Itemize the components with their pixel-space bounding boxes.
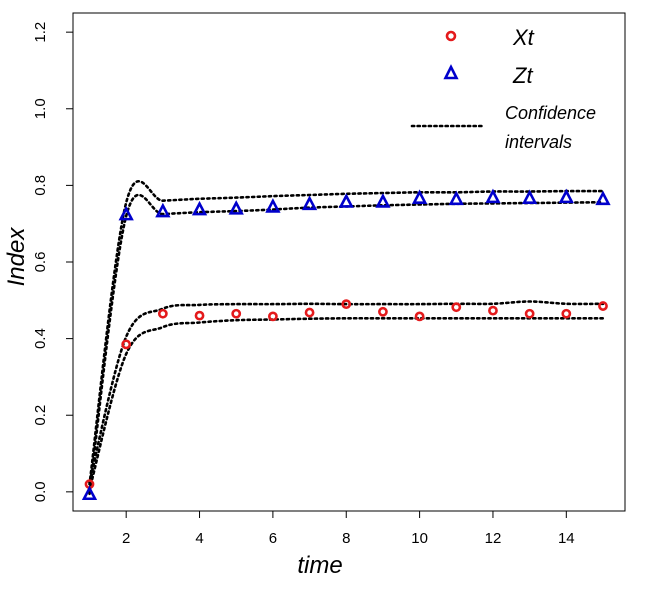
- point-zt: [595, 190, 611, 206]
- point-xt: [524, 308, 535, 319]
- x-tick-label: 2: [122, 530, 130, 547]
- x-tick-label: 6: [269, 530, 277, 547]
- x-tick-label: 12: [485, 530, 502, 547]
- legend-label-ci-line1: Confidence: [505, 103, 596, 123]
- y-tick-label: 0.6: [32, 252, 49, 273]
- legend-label-xt: Xt: [512, 25, 535, 50]
- point-zt: [558, 188, 574, 204]
- point-xt: [451, 302, 462, 313]
- point-xt: [304, 307, 315, 318]
- x-tick-label: 4: [195, 530, 203, 547]
- y-tick-label: 0.4: [32, 328, 49, 349]
- point-xt: [378, 306, 388, 317]
- point-zt: [448, 190, 464, 206]
- legend-label-ci-line2: intervals: [505, 132, 572, 152]
- point-zt: [521, 189, 538, 204]
- point-zt: [265, 198, 281, 213]
- point-xt: [157, 308, 168, 319]
- legend-marker-xt: [445, 30, 457, 42]
- x-tick-label: 14: [558, 530, 575, 547]
- point-zt: [411, 189, 428, 204]
- y-tick-label: 0.8: [32, 175, 49, 196]
- point-xt: [561, 308, 572, 319]
- point-xt: [414, 311, 425, 322]
- point-xt: [267, 311, 278, 322]
- x-tick-label: 10: [411, 530, 428, 547]
- point-xt: [598, 301, 608, 311]
- x-tick-label: 8: [342, 530, 350, 547]
- ci-line-xt-upper: [88, 300, 605, 484]
- point-zt: [228, 200, 244, 215]
- y-axis-title: Index: [3, 227, 30, 287]
- point-xt: [488, 305, 498, 316]
- legend-marker-zt: [443, 64, 459, 80]
- ci-line-xt-lower: [88, 316, 605, 492]
- point-zt: [81, 485, 98, 501]
- plot-frame: [72, 12, 626, 512]
- point-xt: [121, 339, 132, 350]
- y-tick-label: 1.0: [32, 98, 49, 119]
- point-xt: [194, 310, 205, 321]
- point-zt: [301, 195, 318, 211]
- x-axis-title: time: [297, 552, 342, 579]
- point-zt: [118, 205, 134, 221]
- point-zt: [155, 202, 171, 218]
- point-xt: [231, 308, 242, 319]
- point-xt: [341, 299, 352, 310]
- y-tick-label: 0.0: [32, 481, 49, 502]
- point-zt: [191, 200, 208, 216]
- ci-line-zt-lower: [88, 193, 605, 496]
- y-tick-label: 1.2: [32, 22, 49, 43]
- point-zt: [485, 188, 501, 204]
- y-tick-label: 0.2: [32, 405, 49, 426]
- ci-line-zt-upper: [88, 180, 605, 486]
- legend: Xt Zt Confidence intervals: [410, 25, 596, 152]
- legend-label-zt: Zt: [512, 63, 533, 88]
- point-zt: [375, 193, 391, 208]
- point-zt: [338, 193, 354, 208]
